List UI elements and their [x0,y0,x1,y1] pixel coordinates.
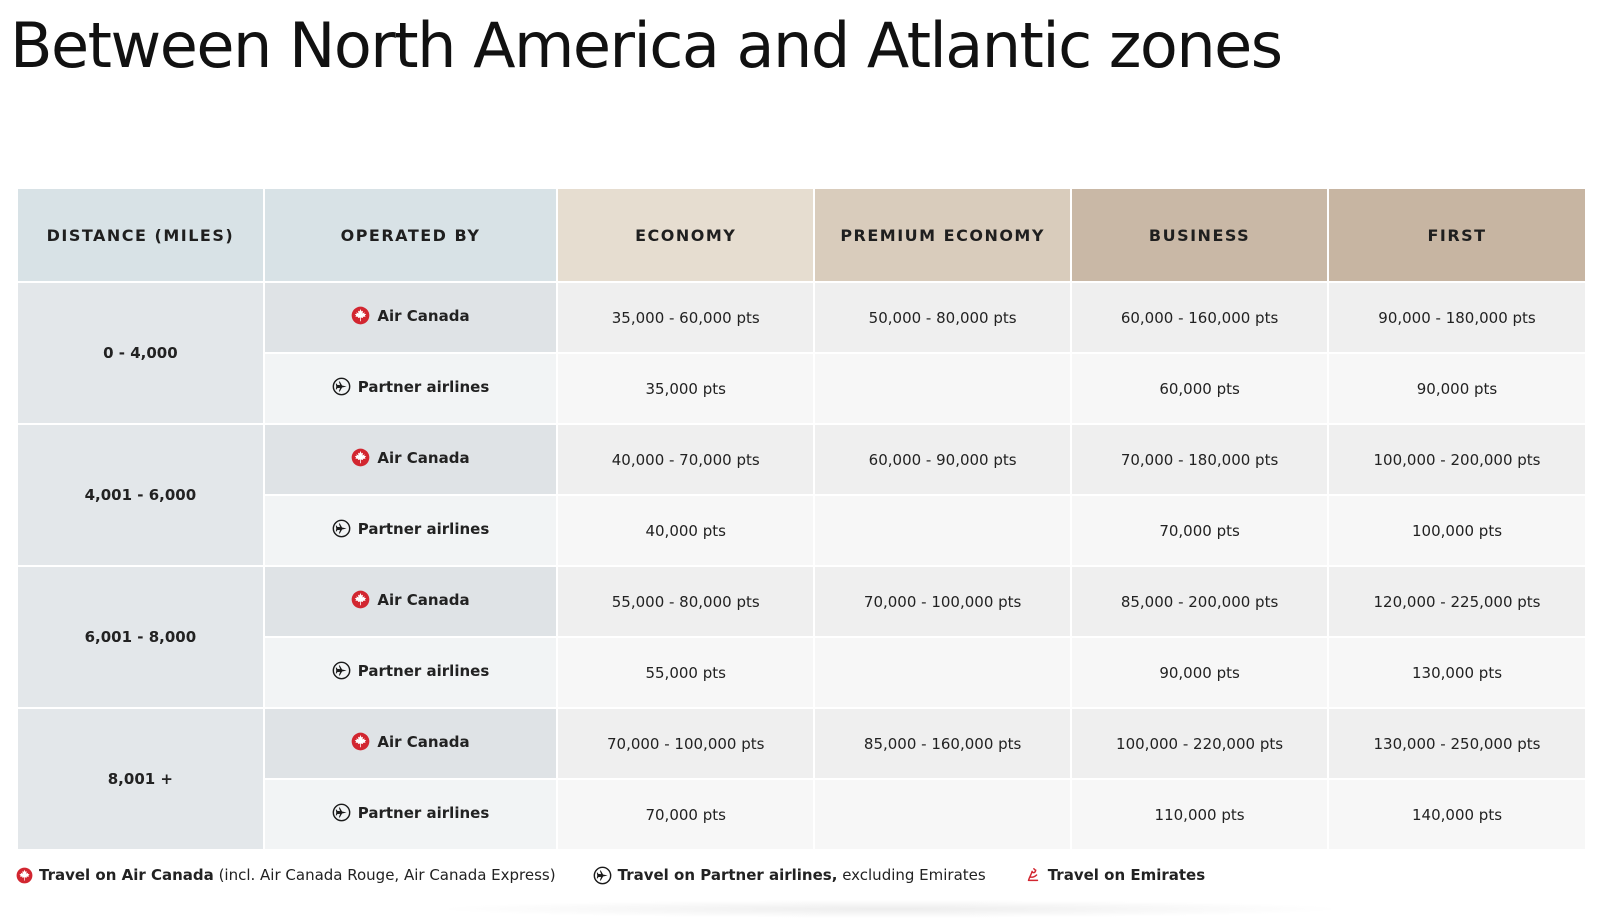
operator-label: Partner airlines [357,803,490,822]
operator-label: Air Canada [377,590,470,609]
legend-partner-note: excluding Emirates [837,866,986,884]
maple-leaf-icon [351,306,370,325]
maple-leaf-icon [351,590,370,609]
premium-economy-cell [815,638,1071,709]
legend-partner: Travel on Partner airlines, excluding Em… [593,866,986,885]
business-cell: 70,000 pts [1072,496,1328,567]
table-row: 0 - 4,000 Air Canada 35,000 - 60,000 pts… [18,283,1585,425]
economy-cell: 55,000 pts [558,638,814,709]
header-distance: DISTANCE (MILES) [18,189,263,283]
plane-circle-icon [332,661,351,680]
operator-label: Partner airlines [357,519,490,538]
operator-label: Air Canada [377,306,470,325]
business-cell: 100,000 - 220,000 pts [1072,709,1328,780]
economy-cell: 70,000 pts [558,780,814,851]
footer-shadow [430,900,1350,918]
first-cell: 120,000 - 225,000 pts [1329,567,1585,638]
economy-cell: 35,000 - 60,000 pts [558,283,814,354]
distance-cell: 4,001 - 6,000 [18,425,263,567]
premium-economy-cell [815,354,1071,425]
table-row: Partner airlines 35,000 pts 60,000 pts 9… [18,354,1585,425]
distance-cell: 8,001 + [18,709,263,851]
economy-cell: 40,000 - 70,000 pts [558,425,814,496]
operator-label: Air Canada [377,448,470,467]
legend: Travel on Air Canada (incl. Air Canada R… [16,862,1205,888]
operator-cell: Partner airlines [264,354,557,425]
operator-label: Partner airlines [357,377,490,396]
header-economy: ECONOMY [558,189,814,283]
operator-label: Partner airlines [357,661,490,680]
table-row: Partner airlines 70,000 pts 110,000 pts … [18,780,1585,851]
first-cell: 130,000 pts [1329,638,1585,709]
maple-leaf-icon [351,448,370,467]
plane-circle-icon [332,803,351,822]
first-cell: 130,000 - 250,000 pts [1329,709,1585,780]
business-cell: 60,000 - 160,000 pts [1072,283,1328,354]
table-header-row: DISTANCE (MILES) OPERATED BY ECONOMY PRE… [18,189,1585,283]
business-cell: 110,000 pts [1072,780,1328,851]
economy-cell: 35,000 pts [558,354,814,425]
premium-economy-cell: 85,000 - 160,000 pts [815,709,1071,780]
business-cell: 70,000 - 180,000 pts [1072,425,1328,496]
first-cell: 90,000 - 180,000 pts [1329,283,1585,354]
plane-circle-icon [593,866,612,885]
premium-economy-cell [815,496,1071,567]
table-row: 4,001 - 6,000 Air Canada 40,000 - 70,000… [18,425,1585,567]
operator-cell: Partner airlines [264,638,557,709]
legend-air-canada-label: Travel on Air Canada [39,866,214,884]
plane-circle-icon [332,377,351,396]
emirates-logo-icon [1024,866,1042,884]
award-chart-table: DISTANCE (MILES) OPERATED BY ECONOMY PRE… [16,189,1587,851]
table-row: Partner airlines 55,000 pts 90,000 pts 1… [18,638,1585,709]
plane-circle-icon [332,519,351,538]
table-row: 8,001 + Air Canada 70,000 - 100,000 pts … [18,709,1585,851]
operator-cell: Partner airlines [264,780,557,851]
first-cell: 140,000 pts [1329,780,1585,851]
legend-air-canada: Travel on Air Canada (incl. Air Canada R… [16,866,556,884]
first-cell: 100,000 - 200,000 pts [1329,425,1585,496]
table-row: Partner airlines 40,000 pts 70,000 pts 1… [18,496,1585,567]
first-cell: 90,000 pts [1329,354,1585,425]
economy-cell: 40,000 pts [558,496,814,567]
operator-cell: Air Canada [264,425,557,496]
legend-partner-label: Travel on Partner airlines, [617,866,838,884]
legend-emirates-label: Travel on Emirates [1047,866,1206,884]
economy-cell: 70,000 - 100,000 pts [558,709,814,780]
premium-economy-cell [815,780,1071,851]
operator-label: Air Canada [377,732,470,751]
table-row: 6,001 - 8,000 Air Canada 55,000 - 80,000… [18,567,1585,709]
operator-cell: Air Canada [264,283,557,354]
business-cell: 90,000 pts [1072,638,1328,709]
premium-economy-cell: 50,000 - 80,000 pts [815,283,1071,354]
distance-cell: 6,001 - 8,000 [18,567,263,709]
economy-cell: 55,000 - 80,000 pts [558,567,814,638]
premium-economy-cell: 60,000 - 90,000 pts [815,425,1071,496]
header-first: FIRST [1329,189,1585,283]
first-cell: 100,000 pts [1329,496,1585,567]
operator-cell: Partner airlines [264,496,557,567]
page-title: Between North America and Atlantic zones [10,9,1283,82]
legend-emirates: Travel on Emirates [1024,866,1205,884]
business-cell: 60,000 pts [1072,354,1328,425]
maple-leaf-icon [351,732,370,751]
operator-cell: Air Canada [264,567,557,638]
header-premium-economy: PREMIUM ECONOMY [815,189,1071,283]
header-business: BUSINESS [1072,189,1328,283]
premium-economy-cell: 70,000 - 100,000 pts [815,567,1071,638]
distance-cell: 0 - 4,000 [18,283,263,425]
header-operated-by: OPERATED BY [264,189,557,283]
operator-cell: Air Canada [264,709,557,780]
business-cell: 85,000 - 200,000 pts [1072,567,1328,638]
legend-air-canada-note: (incl. Air Canada Rouge, Air Canada Expr… [213,866,556,884]
maple-leaf-icon [16,867,33,884]
